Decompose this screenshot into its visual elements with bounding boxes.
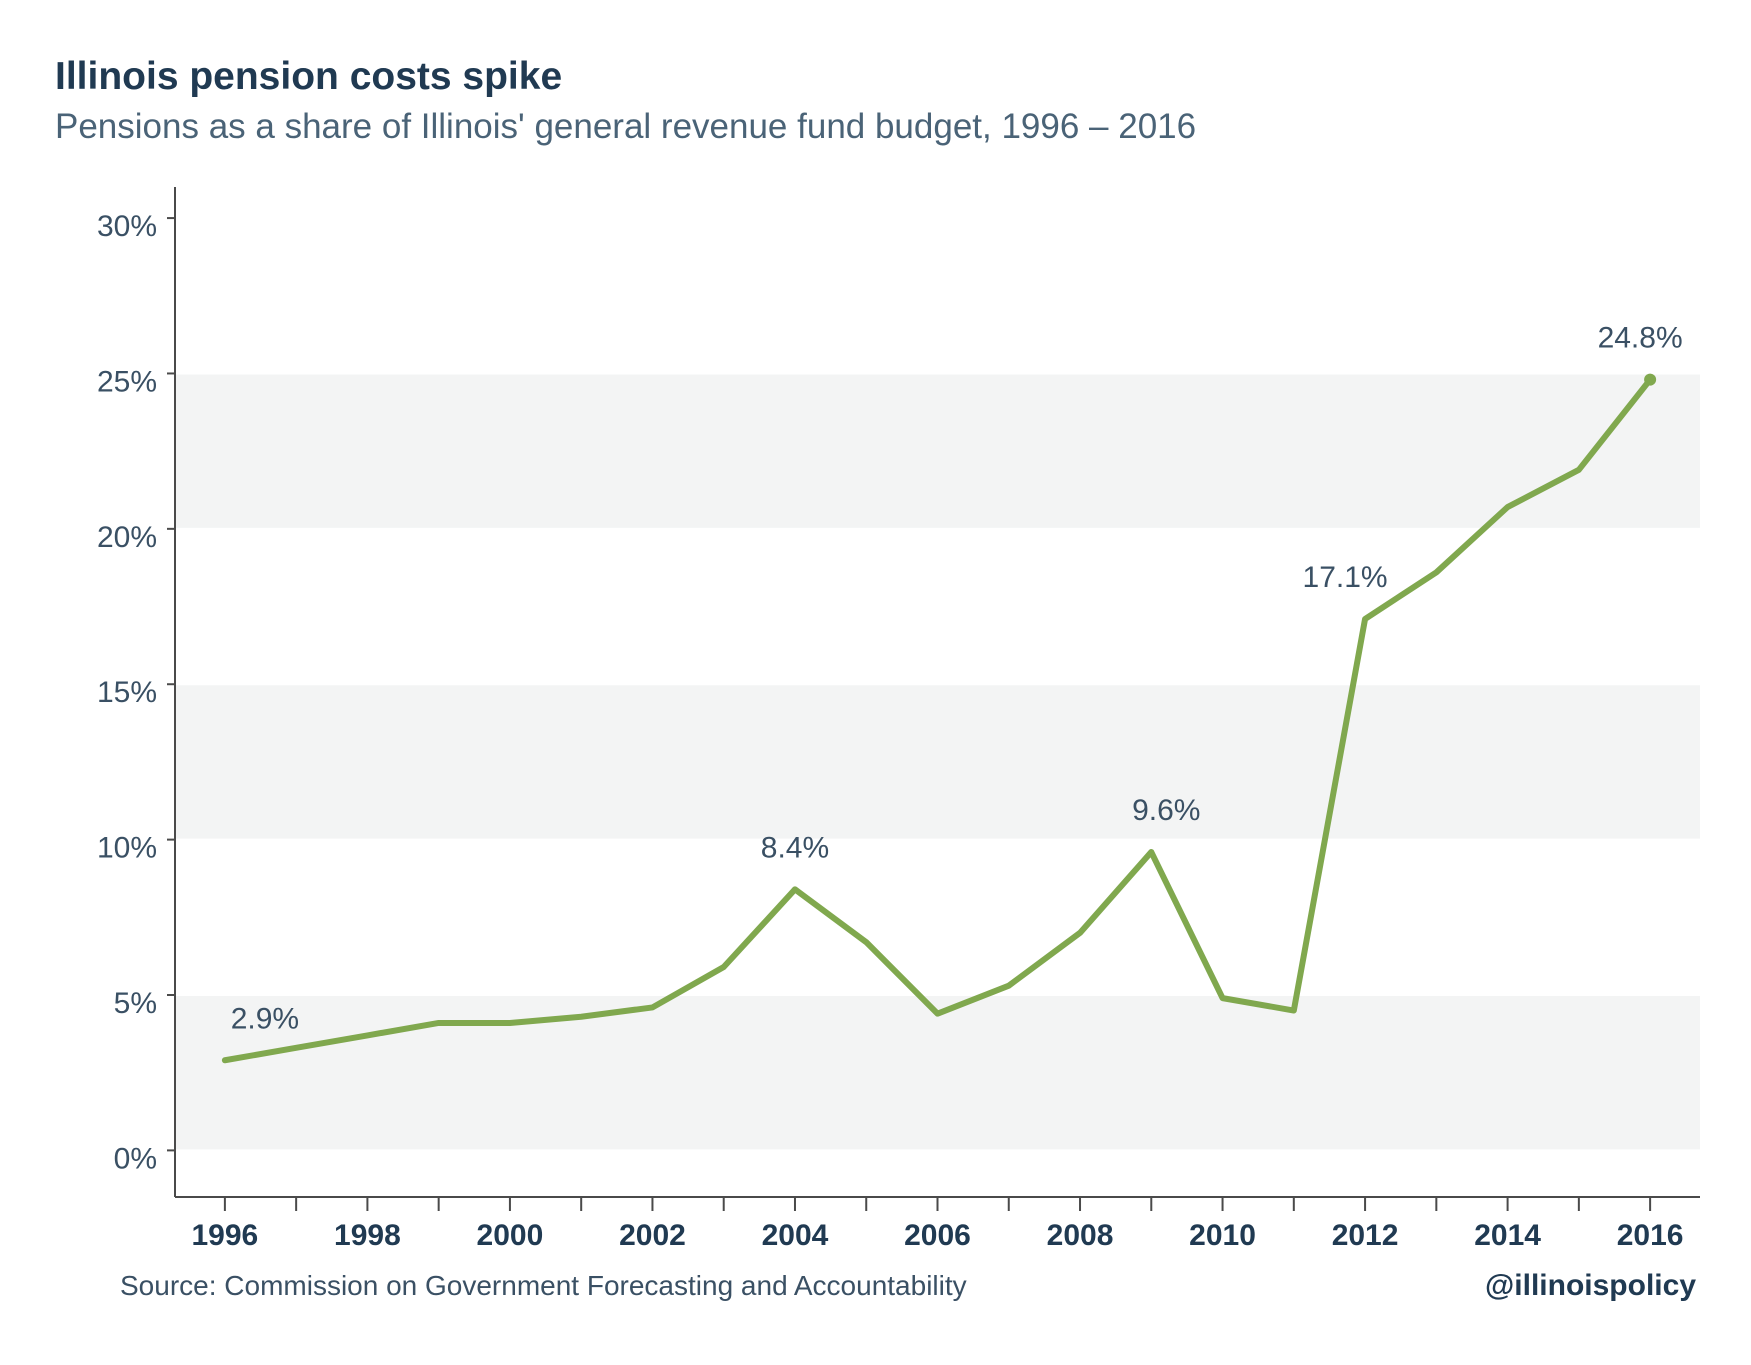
chart-plot-area: 0% 5% 10% 15% 20% 25% 30% 1996 1998 2000 2002 2004 2… bbox=[55, 187, 1696, 1272]
svg-text:0%: 0% bbox=[114, 1142, 157, 1175]
chart-footer: Source: Commission on Government Forecas… bbox=[120, 1269, 1696, 1303]
chart-title: Illinois pension costs spike bbox=[55, 55, 1696, 99]
source-text: Source: Commission on Government Forecas… bbox=[120, 1270, 967, 1302]
svg-text:8.4%: 8.4% bbox=[761, 831, 829, 864]
chart-subtitle: Pensions as a share of Illinois' general… bbox=[55, 107, 1696, 147]
svg-text:30%: 30% bbox=[97, 210, 157, 243]
handle-text: @illinoispolicy bbox=[1485, 1269, 1696, 1303]
svg-text:2016: 2016 bbox=[1617, 1219, 1684, 1252]
svg-text:25%: 25% bbox=[97, 365, 157, 398]
svg-text:2006: 2006 bbox=[904, 1219, 971, 1252]
svg-text:5%: 5% bbox=[114, 987, 157, 1020]
svg-text:2004: 2004 bbox=[762, 1219, 829, 1252]
svg-text:9.6%: 9.6% bbox=[1132, 794, 1200, 827]
svg-text:2010: 2010 bbox=[1189, 1219, 1256, 1252]
svg-text:1996: 1996 bbox=[192, 1219, 259, 1252]
svg-text:20%: 20% bbox=[97, 521, 157, 554]
svg-text:2014: 2014 bbox=[1474, 1219, 1541, 1252]
svg-text:15%: 15% bbox=[97, 676, 157, 709]
svg-text:24.8%: 24.8% bbox=[1598, 322, 1683, 355]
svg-text:2002: 2002 bbox=[619, 1219, 686, 1252]
chart-frame: Illinois pension costs spike Pensions as… bbox=[0, 0, 1751, 1365]
svg-text:17.1%: 17.1% bbox=[1303, 561, 1388, 594]
svg-text:1998: 1998 bbox=[334, 1219, 401, 1252]
svg-text:10%: 10% bbox=[97, 832, 157, 865]
line-chart-svg: 0% 5% 10% 15% 20% 25% 30% 1996 1998 2000 2002 2004 2… bbox=[55, 187, 1700, 1267]
svg-text:2008: 2008 bbox=[1047, 1219, 1114, 1252]
svg-text:2000: 2000 bbox=[477, 1219, 544, 1252]
svg-text:2012: 2012 bbox=[1332, 1219, 1399, 1252]
svg-text:2.9%: 2.9% bbox=[231, 1002, 299, 1035]
